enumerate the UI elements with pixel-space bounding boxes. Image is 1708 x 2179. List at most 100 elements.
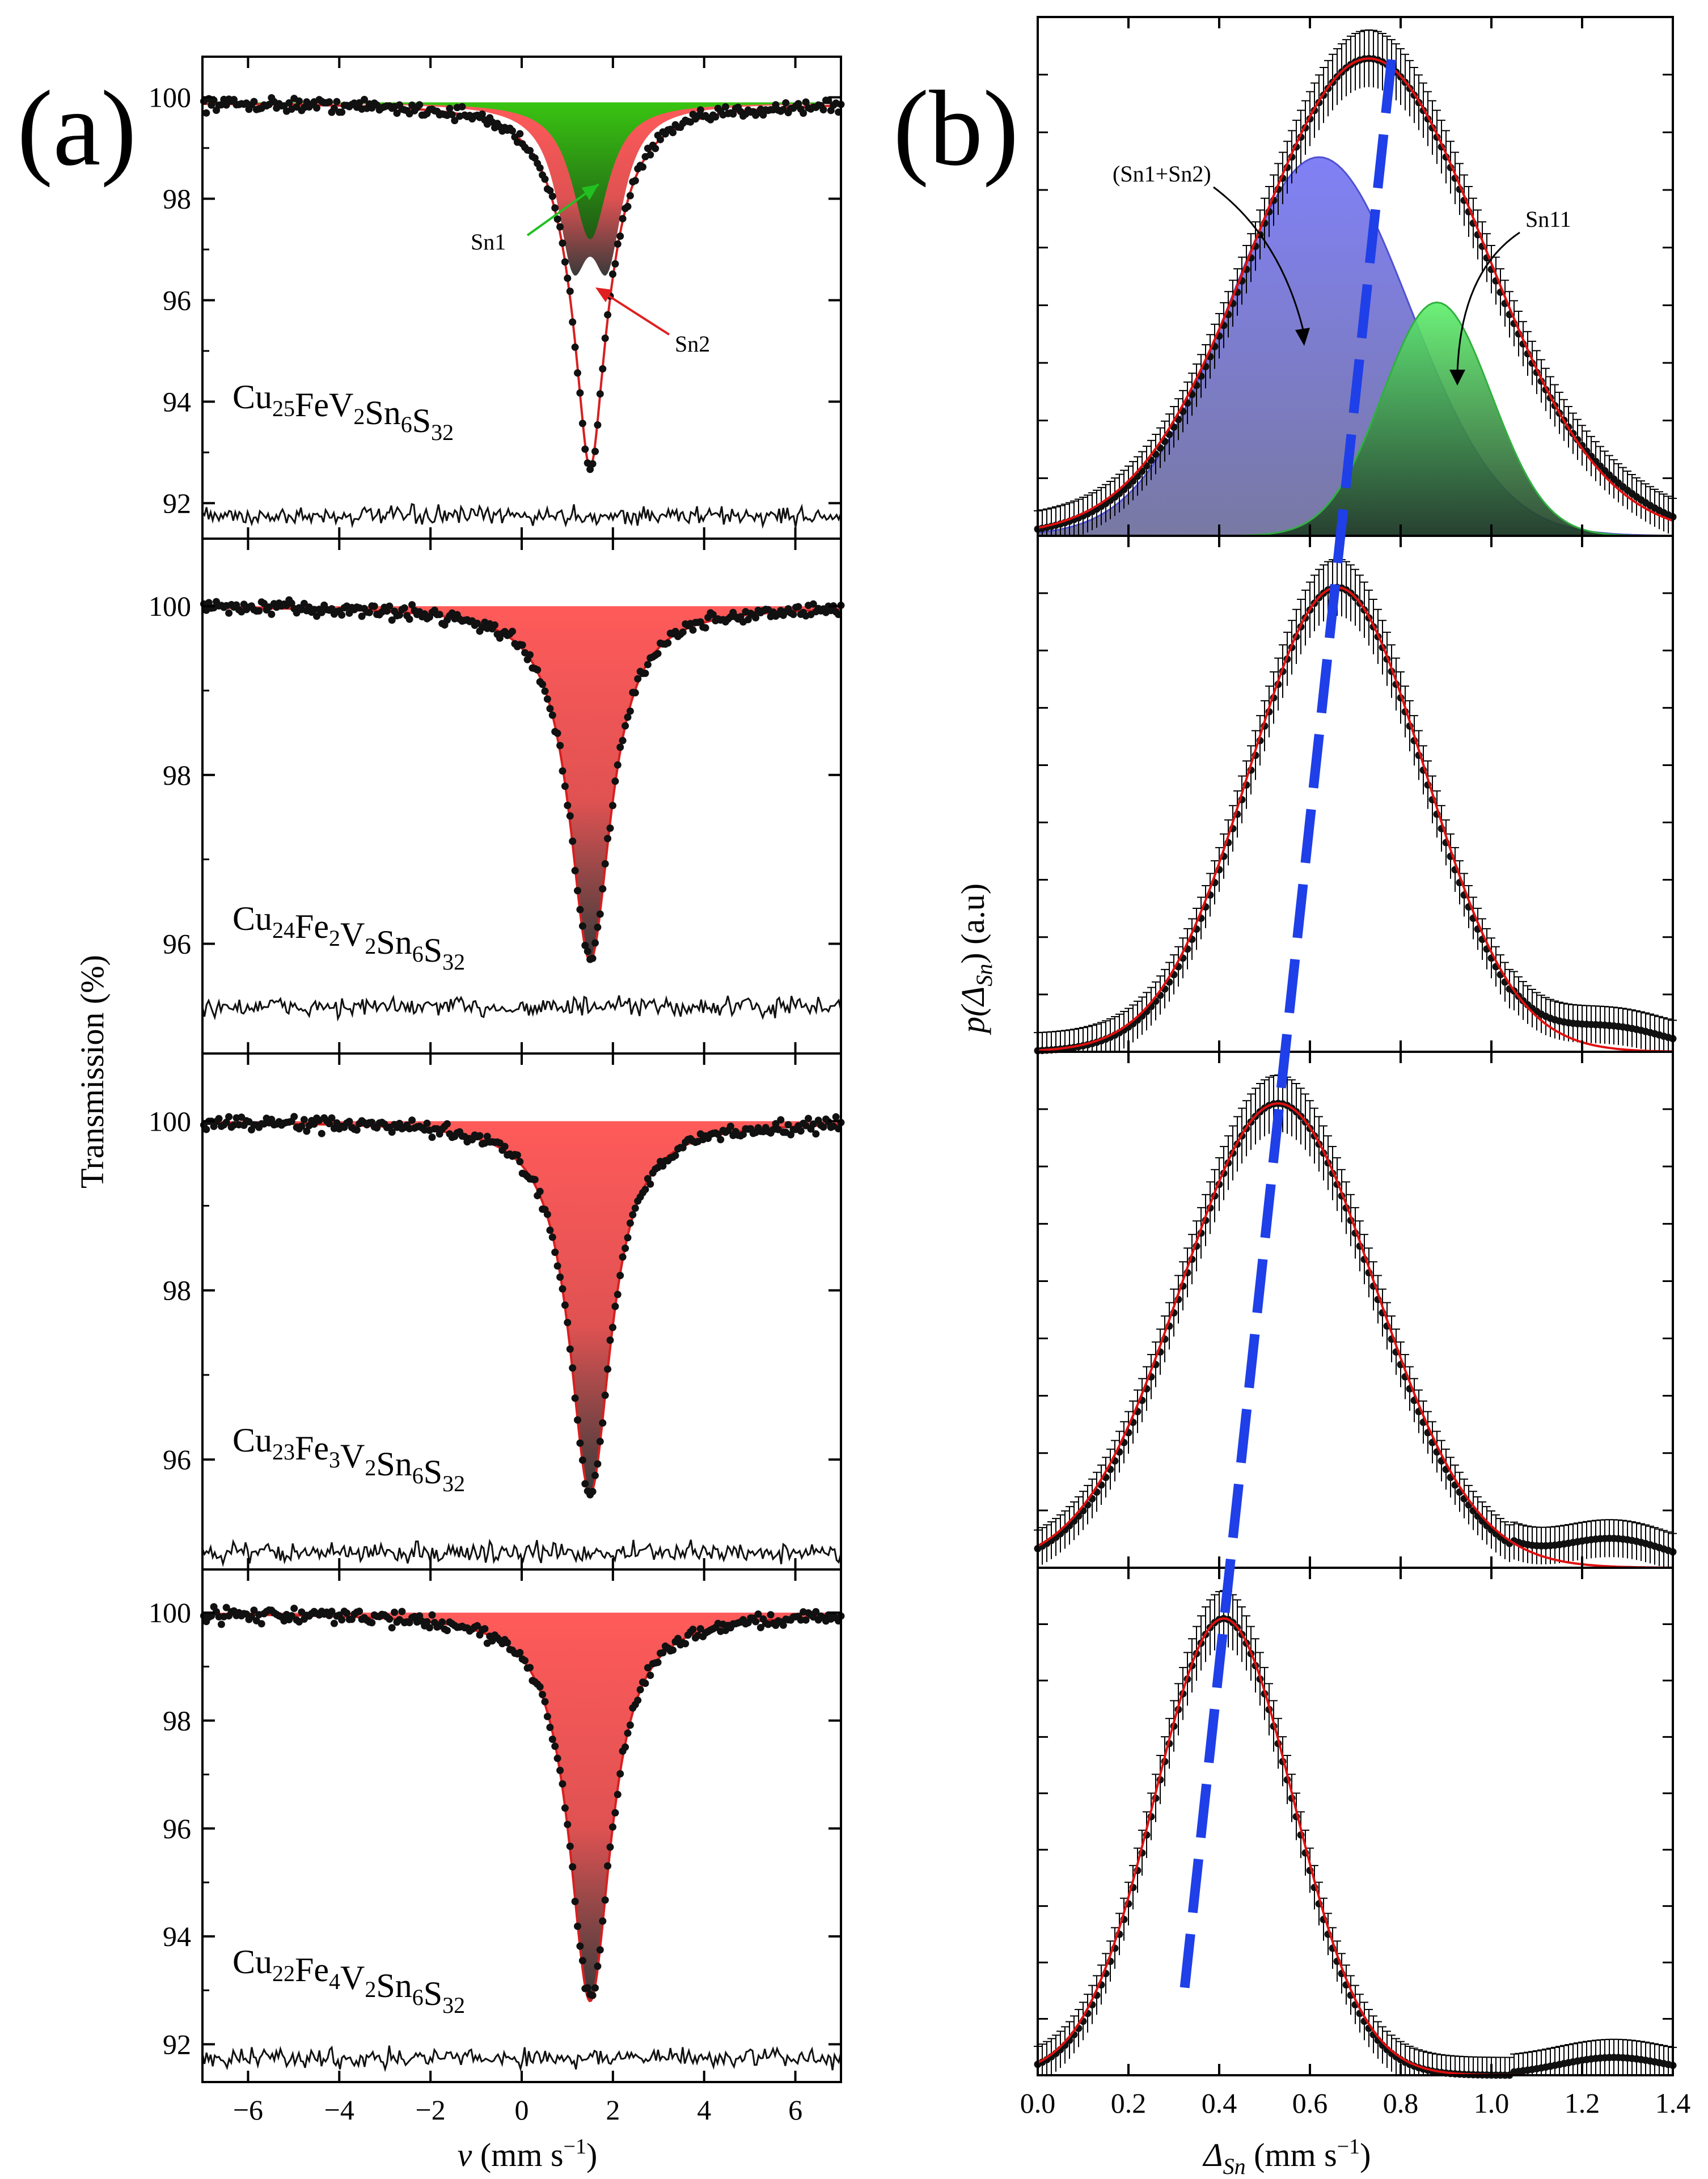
panel-a-subplot-1: 92 94 96 98 100 Cu25FeV2Sn6S32 Sn1 Sn2 (149, 56, 845, 540)
data-point (556, 1766, 564, 1774)
panel-b-subplot-2 (1034, 535, 1677, 1055)
data-point (546, 1226, 554, 1234)
data-point (478, 110, 486, 118)
panel-b-subplot-3 (1034, 1051, 1677, 1569)
data-point (574, 887, 581, 895)
data-point (543, 695, 551, 703)
data-point (250, 98, 258, 105)
data-point (654, 1658, 662, 1666)
data-point (553, 729, 561, 737)
data-point (330, 104, 338, 112)
data-point (657, 136, 664, 143)
data-point (689, 626, 697, 634)
data-point (609, 1823, 616, 1831)
data-point (543, 1211, 551, 1218)
data-point (578, 1957, 586, 1965)
data-point (313, 104, 320, 112)
data-point (596, 1946, 604, 1954)
data-point (548, 1736, 556, 1743)
data-point (325, 1120, 333, 1128)
data-point (616, 743, 624, 751)
data-point (553, 1262, 561, 1270)
data-point (338, 1616, 346, 1624)
data-point (646, 1672, 654, 1679)
data-point (739, 1131, 747, 1139)
data-point (564, 274, 572, 282)
data-point (564, 802, 572, 809)
data-point (777, 1116, 785, 1124)
data-point (526, 147, 534, 155)
data-point (784, 1121, 792, 1129)
sn2-arrow (597, 288, 670, 336)
data-point (338, 611, 346, 619)
subplot-frame (201, 56, 842, 540)
data-point (534, 666, 542, 674)
data-point (596, 910, 604, 918)
data-point (551, 1249, 559, 1256)
data-point (426, 1624, 433, 1632)
panel-b: (Sn1+Sn2) Sn11 0.0 0.2 0.4 0.6 0.8 1.0 1.2 1.4 (1020, 16, 1690, 2119)
data-point (491, 621, 498, 629)
sample-label: Cu22Fe4V2Sn6S32 (232, 1943, 465, 2018)
data-point (624, 1729, 632, 1737)
data-point (578, 1456, 586, 1464)
x-tick-label: 6 (788, 2094, 802, 2126)
component-sn2-fill (202, 102, 841, 276)
data-point (634, 1696, 642, 1704)
data-point (589, 460, 597, 468)
data-point (709, 611, 717, 619)
data-point (451, 117, 459, 125)
y-tick-label: 92 (163, 487, 191, 519)
data-point (509, 628, 516, 636)
data-point (476, 1132, 484, 1140)
data-point (611, 260, 619, 268)
component-sn-fill (202, 606, 841, 961)
data-point (639, 163, 646, 171)
data-point (779, 1621, 787, 1629)
data-point (689, 1626, 697, 1634)
data-point (543, 1712, 551, 1720)
data-point (405, 615, 413, 623)
data-point (536, 1683, 544, 1691)
data-point (268, 610, 276, 618)
panel-a-letter: (a) (17, 69, 137, 188)
data-point (526, 651, 534, 659)
data-point (581, 1480, 589, 1488)
sn1-sn2-arrowhead (1295, 328, 1310, 346)
data-point (596, 390, 604, 398)
residual-line (201, 503, 842, 529)
data-point (536, 1187, 544, 1195)
data-point (358, 612, 366, 620)
data-point (559, 767, 566, 775)
data-point (531, 1175, 539, 1183)
data-point (619, 1253, 627, 1261)
data-point (712, 113, 720, 121)
data-point (513, 1151, 521, 1159)
data-point (328, 1607, 336, 1615)
data-point (208, 1612, 215, 1620)
data-point (561, 258, 569, 266)
data-point (255, 607, 263, 615)
data-point (504, 1639, 511, 1647)
data-point (812, 1130, 820, 1138)
data-point (564, 1319, 572, 1326)
y-tick-label: 96 (163, 1444, 191, 1475)
data-point (561, 782, 569, 790)
data-point (225, 1113, 233, 1121)
data-point (671, 1152, 679, 1160)
y-tick-label: 100 (149, 590, 191, 622)
data-point (606, 1843, 614, 1851)
data-point (328, 1114, 336, 1122)
data-point (553, 1754, 561, 1762)
panel-b-letter: (b) (893, 69, 1019, 188)
data-point (398, 1607, 406, 1615)
data-point (248, 1613, 255, 1621)
panel-a-subplot-2: 96 98 100 Cu24Fe2V2Sn6S32 (149, 538, 845, 1055)
data-point (566, 287, 574, 295)
y-tick-label: 98 (163, 1275, 191, 1306)
data-point (631, 177, 639, 185)
data-point (569, 1364, 577, 1372)
data-point (564, 1821, 572, 1829)
x-tick-label: 4 (697, 2094, 711, 2126)
data-point (594, 1962, 602, 1970)
